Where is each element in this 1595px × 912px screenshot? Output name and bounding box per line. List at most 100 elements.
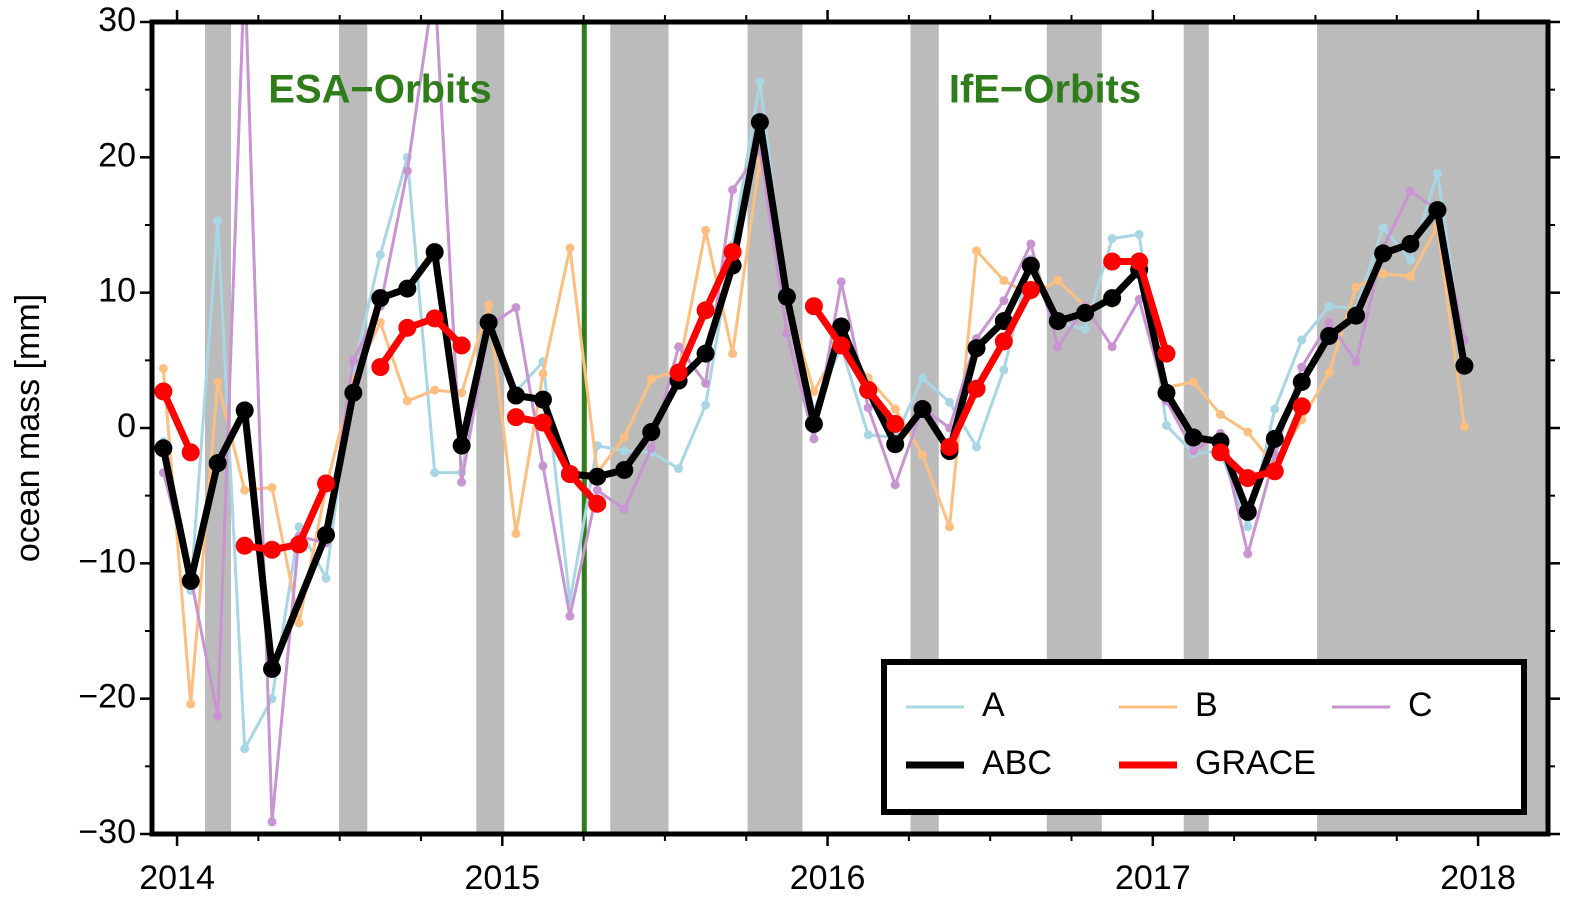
data-point	[750, 113, 769, 132]
data-point	[290, 535, 309, 554]
data-point	[267, 817, 277, 827]
data-point	[696, 301, 715, 320]
shaded-span	[476, 22, 505, 834]
annotation: ESA−Orbits	[268, 68, 491, 112]
data-point	[263, 659, 282, 678]
data-point	[1103, 289, 1122, 308]
data-point	[371, 358, 390, 377]
data-point	[832, 317, 851, 336]
data-point	[452, 436, 471, 455]
data-point	[1265, 429, 1284, 448]
data-point	[181, 443, 200, 462]
data-point	[511, 303, 521, 313]
data-point	[994, 332, 1013, 351]
data-point	[398, 318, 417, 337]
data-point	[1351, 282, 1361, 292]
data-point	[913, 400, 932, 419]
plot-frame	[149, 19, 1551, 837]
data-point	[696, 344, 715, 363]
y-tick-label: −30	[78, 813, 136, 851]
data-point	[1215, 409, 1225, 419]
data-point	[619, 432, 629, 442]
data-point	[619, 446, 629, 456]
data-point	[1324, 368, 1334, 378]
data-point	[701, 400, 711, 410]
legend-label: B	[1195, 686, 1218, 724]
data-point	[1157, 383, 1176, 402]
data-point	[918, 450, 928, 460]
data-point	[755, 77, 765, 87]
data-point	[1026, 239, 1036, 249]
data-point	[267, 483, 277, 493]
data-point	[294, 522, 304, 532]
data-point	[154, 439, 173, 458]
data-point	[1076, 303, 1095, 322]
x-tick-label: 2016	[790, 859, 866, 897]
data-point	[1297, 335, 1307, 345]
data-point	[1188, 446, 1198, 456]
data-point	[317, 474, 336, 493]
data-point	[375, 317, 385, 327]
data-point	[945, 522, 955, 532]
data-point	[213, 216, 223, 226]
data-point	[1401, 234, 1420, 253]
shaded-span	[610, 22, 669, 834]
data-point	[1021, 256, 1040, 275]
x-tick-label: 2018	[1440, 859, 1516, 897]
data-point	[918, 373, 928, 383]
data-point	[240, 485, 250, 495]
data-point	[809, 434, 819, 444]
data-point	[1405, 255, 1415, 265]
data-point	[804, 297, 823, 316]
data-point	[186, 699, 196, 709]
data-point	[1107, 234, 1117, 244]
data-point	[886, 435, 905, 454]
data-point	[1134, 229, 1144, 239]
data-point	[809, 386, 819, 396]
data-point	[479, 313, 498, 332]
data-point	[1243, 427, 1253, 437]
data-point	[240, 744, 250, 754]
data-point	[674, 464, 684, 474]
y-tick-label: 0	[117, 407, 136, 445]
data-point	[158, 363, 168, 373]
data-point	[484, 300, 494, 310]
data-point	[863, 403, 873, 413]
data-point	[1432, 169, 1442, 179]
data-point	[1103, 252, 1122, 271]
data-point	[1324, 317, 1334, 327]
data-point	[154, 382, 173, 401]
data-point	[1378, 223, 1388, 233]
data-point	[344, 383, 363, 402]
data-point	[1107, 342, 1117, 352]
data-point	[588, 467, 607, 486]
data-point	[213, 711, 223, 721]
data-point	[804, 414, 823, 433]
data-point	[967, 339, 986, 358]
data-point	[1021, 280, 1040, 299]
data-point	[425, 243, 444, 262]
data-point	[1053, 342, 1063, 352]
data-point	[1351, 357, 1361, 367]
data-point	[1320, 326, 1339, 345]
data-point	[1211, 443, 1230, 462]
data-point	[1243, 522, 1253, 532]
data-point	[181, 571, 200, 590]
y-tick-label: −10	[78, 542, 136, 580]
data-point	[646, 443, 656, 453]
data-point	[592, 485, 602, 495]
data-point	[1374, 244, 1393, 263]
data-point	[235, 536, 254, 555]
data-point	[538, 461, 548, 471]
data-point	[999, 365, 1009, 375]
data-point	[457, 477, 467, 487]
data-point	[972, 246, 982, 256]
data-point	[452, 336, 471, 355]
data-point	[1188, 377, 1198, 387]
data-point	[1270, 404, 1280, 414]
data-point	[430, 468, 440, 478]
data-point	[1134, 294, 1144, 304]
y-axis-label: ocean mass [mm]	[9, 294, 47, 562]
data-point	[1053, 275, 1063, 285]
